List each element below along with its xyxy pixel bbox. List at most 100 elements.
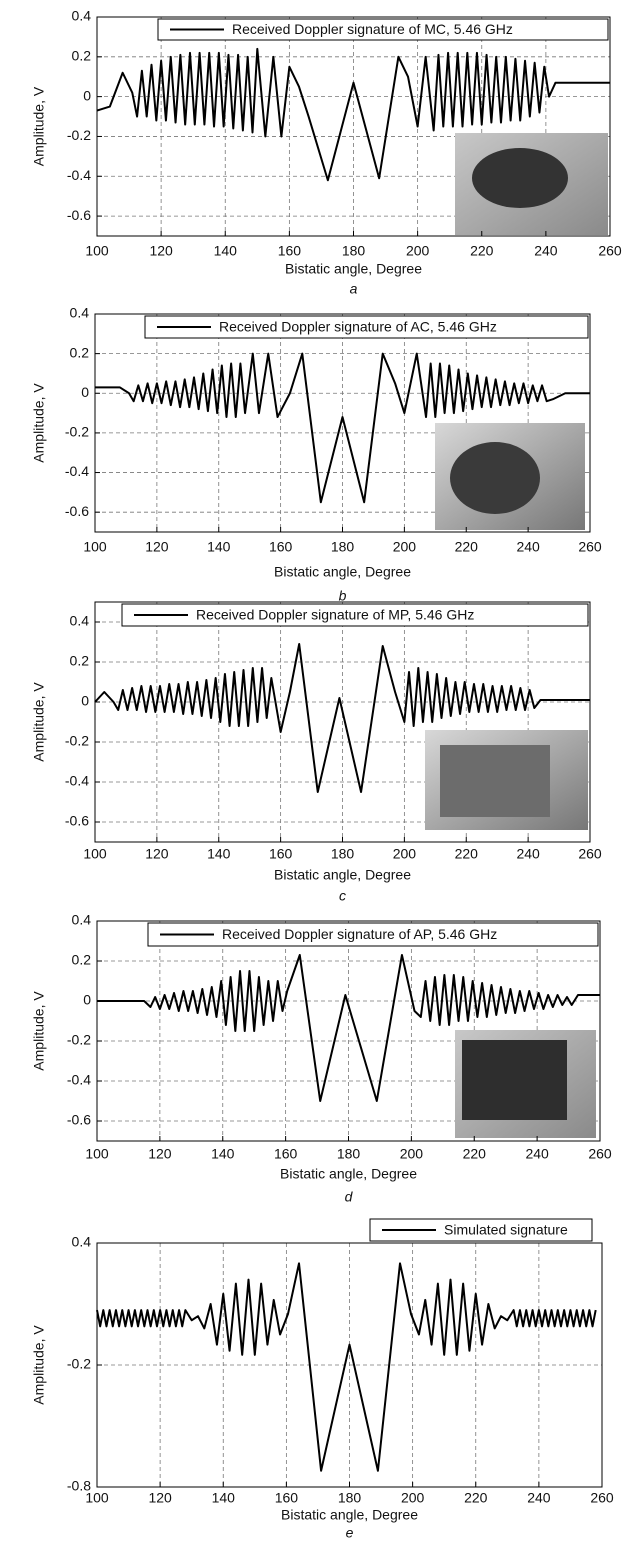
x-tick-label: 100	[83, 846, 107, 862]
y-tick-label: -0.6	[65, 503, 89, 519]
x-axis-label: Bistatic angle, Degree	[285, 261, 422, 277]
y-tick-label: -0.6	[65, 813, 89, 829]
x-tick-label: 160	[274, 1146, 298, 1162]
x-tick-label: 160	[278, 243, 302, 259]
x-tick-label: 260	[598, 243, 622, 259]
x-axis-label: Bistatic angle, Degree	[274, 867, 411, 883]
y-tick-label: 0	[83, 87, 91, 103]
y-tick-label: 0	[81, 693, 89, 709]
signal-line	[97, 954, 600, 1102]
x-tick-label: 180	[338, 1490, 362, 1506]
x-tick-label: 220	[455, 846, 479, 862]
x-tick-label: 140	[207, 846, 231, 862]
x-tick-label: 240	[516, 846, 540, 862]
x-tick-label: 240	[534, 243, 558, 259]
y-tick-label: 0	[83, 992, 91, 1008]
y-tick-label: 0.4	[72, 1234, 92, 1250]
legend-label: Simulated signature	[444, 1222, 568, 1238]
y-tick-label: -0.6	[67, 207, 91, 223]
legend-label: Received Doppler signature of MC, 5.46 G…	[232, 21, 513, 37]
inset-object	[440, 745, 550, 817]
legend-label: Received Doppler signature of MP, 5.46 G…	[196, 607, 474, 623]
x-tick-label: 200	[401, 1490, 425, 1506]
y-tick-label: 0.2	[70, 653, 90, 669]
signal-line	[95, 352, 590, 504]
x-tick-label: 240	[525, 1146, 549, 1162]
x-tick-label: 100	[83, 539, 107, 555]
plot-frame	[94, 313, 591, 533]
x-tick-label: 140	[212, 1490, 236, 1506]
x-axis-label: Bistatic angle, Degree	[281, 1507, 418, 1523]
x-tick-label: 180	[331, 539, 355, 555]
y-tick-label: 0.2	[72, 952, 92, 968]
x-tick-label: 140	[211, 1146, 235, 1162]
inset-object	[450, 442, 540, 514]
x-tick-label: 180	[331, 846, 355, 862]
panel-caption: a	[350, 281, 358, 297]
y-tick-label: 0.4	[72, 8, 92, 24]
x-tick-label: 120	[149, 243, 173, 259]
legend-box	[121, 603, 589, 627]
legend-box	[157, 18, 609, 41]
signal-line	[94, 643, 590, 793]
signal-line	[96, 1262, 597, 1472]
plot-frame	[94, 601, 591, 843]
x-tick-label: 180	[337, 1146, 361, 1162]
x-tick-label: 260	[590, 1490, 614, 1506]
inset-object	[462, 1040, 567, 1120]
x-tick-label: 260	[588, 1146, 612, 1162]
y-tick-label: -0.2	[67, 1356, 91, 1372]
x-tick-label: 200	[400, 1146, 424, 1162]
x-tick-label: 120	[148, 1490, 172, 1506]
y-axis-label: Amplitude, V	[31, 991, 47, 1071]
x-tick-label: 120	[148, 1146, 172, 1162]
legend-label: Received Doppler signature of AP, 5.46 G…	[222, 926, 497, 942]
x-tick-label: 160	[269, 846, 293, 862]
y-tick-label: 0.4	[72, 912, 92, 928]
y-tick-label: -0.2	[65, 733, 89, 749]
x-tick-label: 140	[207, 539, 231, 555]
x-axis-label: Bistatic angle, Degree	[274, 564, 411, 580]
y-tick-label: -0.2	[65, 424, 89, 440]
x-tick-label: 240	[516, 539, 540, 555]
y-tick-label: 0	[81, 384, 89, 400]
x-tick-label: 220	[455, 539, 479, 555]
y-axis-label: Amplitude, V	[31, 383, 47, 463]
y-axis-label: Amplitude, V	[31, 1325, 47, 1405]
x-tick-label: 120	[145, 846, 169, 862]
x-tick-label: 240	[527, 1490, 551, 1506]
inset-object	[472, 148, 568, 208]
x-tick-label: 120	[145, 539, 169, 555]
legend-label: Received Doppler signature of AC, 5.46 G…	[219, 319, 497, 335]
x-tick-label: 220	[463, 1146, 487, 1162]
y-tick-label: -0.4	[67, 167, 91, 183]
x-tick-label: 200	[393, 846, 417, 862]
y-tick-label: -0.6	[67, 1112, 91, 1128]
y-tick-label: 0.2	[72, 48, 92, 64]
y-tick-label: -0.8	[67, 1478, 91, 1494]
x-tick-label: 260	[578, 539, 602, 555]
y-tick-label: -0.2	[67, 1032, 91, 1048]
legend-box	[144, 315, 589, 339]
y-tick-label: 0.2	[70, 344, 90, 360]
signal-line	[96, 47, 610, 182]
panel-caption: e	[346, 1525, 354, 1540]
y-tick-label: 0.4	[70, 613, 90, 629]
x-axis-label: Bistatic angle, Degree	[280, 1166, 417, 1182]
inset-photos	[425, 133, 608, 1138]
plot-frame	[96, 1242, 603, 1488]
x-tick-label: 160	[269, 539, 293, 555]
plot-frame	[96, 920, 601, 1142]
x-tick-label: 100	[85, 243, 109, 259]
x-tick-label: 200	[406, 243, 430, 259]
x-tick-label: 220	[464, 1490, 488, 1506]
x-tick-label: 180	[342, 243, 366, 259]
y-tick-label: -0.2	[67, 127, 91, 143]
x-tick-label: 200	[393, 539, 417, 555]
y-tick-label: 0.4	[70, 305, 90, 321]
legend-box	[369, 1218, 593, 1242]
x-tick-label: 100	[85, 1146, 109, 1162]
x-tick-label: 160	[275, 1490, 299, 1506]
panel-caption: d	[345, 1189, 354, 1205]
